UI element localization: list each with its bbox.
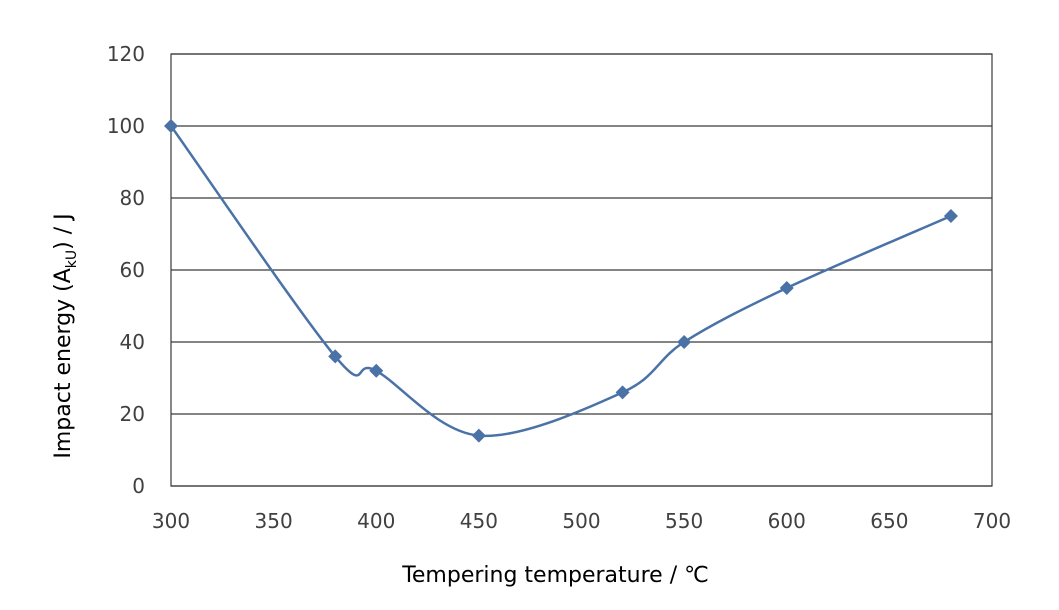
- x-tick-label: 600: [768, 509, 806, 533]
- series-line: [169, 125, 952, 438]
- y-axis-title-sub: kU: [64, 250, 80, 268]
- data-point-marker: [677, 335, 692, 349]
- data-point-marker: [471, 428, 486, 443]
- y-tick-label: 60: [120, 258, 145, 282]
- x-tick-label: 700: [973, 509, 1011, 533]
- x-axis-title: Tempering temperature / ℃: [401, 563, 709, 588]
- x-tick-label: 350: [255, 509, 293, 533]
- x-tick-label: 650: [870, 509, 908, 533]
- y-axis-title-main: Impact energy (A: [51, 268, 76, 458]
- y-tick-label: 40: [120, 330, 145, 354]
- data-point-marker: [943, 209, 958, 223]
- x-tick-labels: 300 350 400 450 500 550 600 650 700: [152, 509, 1011, 533]
- y-tick-label: 100: [107, 114, 145, 138]
- y-axis-title: Impact energy (AkU) / J: [51, 213, 80, 458]
- x-tick-label: 500: [562, 509, 600, 533]
- x-tick-label: 450: [460, 509, 498, 533]
- y-tick-label: 120: [107, 42, 145, 66]
- data-point-marker: [164, 119, 178, 133]
- y-tick-label: 20: [120, 402, 145, 426]
- y-axis-title-end: ) / J: [51, 213, 76, 249]
- y-tick-labels: 0 20 40 60 80 100 120: [107, 42, 145, 498]
- x-tick-label: 550: [665, 509, 703, 533]
- x-tick-label: 400: [357, 509, 395, 533]
- x-tick-label: 300: [152, 509, 190, 533]
- data-point-marker: [615, 385, 630, 400]
- data-point-marker: [779, 281, 794, 295]
- y-tick-label: 80: [120, 186, 145, 210]
- series-layer: [164, 119, 958, 443]
- data-point-marker: [328, 349, 343, 364]
- grid-lines: [171, 53, 992, 487]
- y-tick-label: 0: [132, 474, 145, 498]
- plot-frame: [170, 53, 993, 487]
- data-point-marker: [369, 363, 384, 378]
